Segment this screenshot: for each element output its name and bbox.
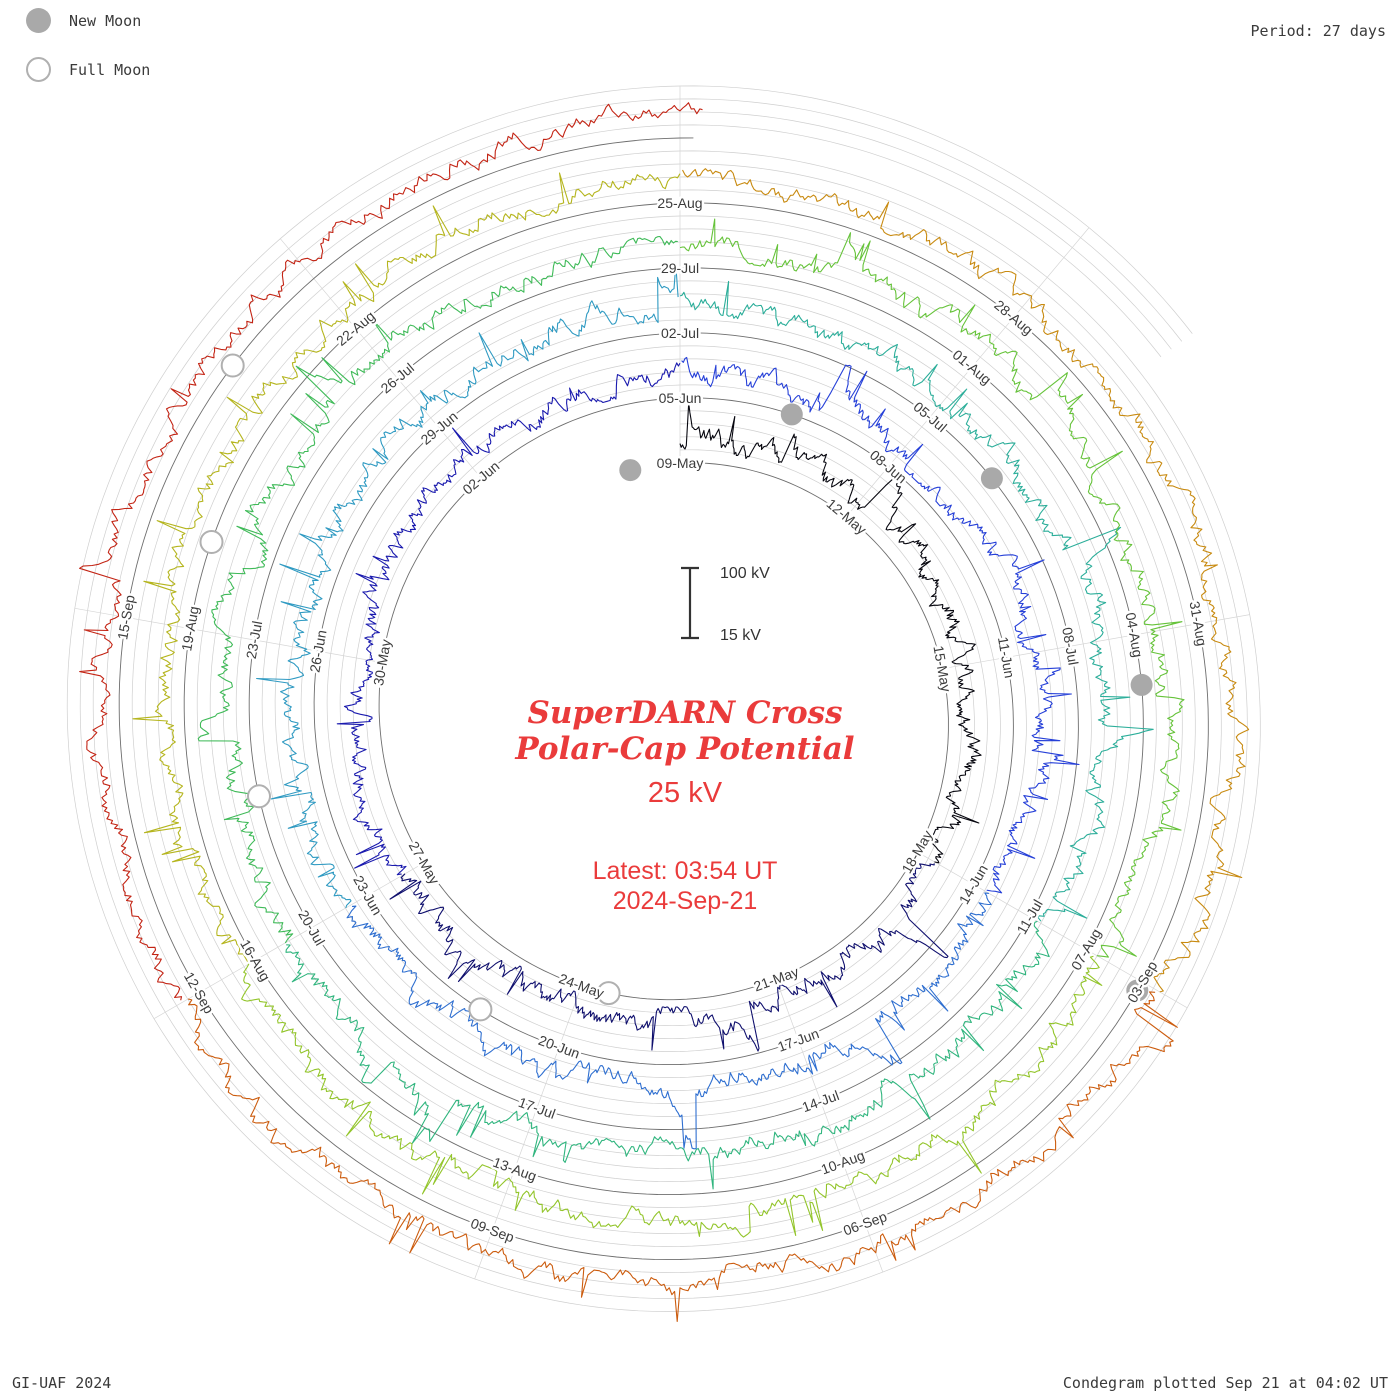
date-label: 12-Sep (181, 969, 218, 1016)
date-label: 30-May (370, 638, 394, 687)
trace-segment (682, 168, 1250, 993)
date-label: 11-Jul (1013, 897, 1045, 937)
full-moon-icon (26, 57, 51, 82)
date-label: 31-Aug (1187, 600, 1211, 647)
trace-segment (256, 264, 679, 909)
trace-segment (679, 218, 1185, 958)
date-label: 02-Jul (661, 325, 699, 341)
date-label: 14-Jul (800, 1087, 841, 1115)
chart-title-line1: SuperDARN Cross (527, 695, 843, 731)
date-label: 26-Jul (378, 360, 418, 397)
grid-spiral (79, 98, 1248, 1299)
latest-time: Latest: 03:54 UT (592, 857, 778, 886)
date-label: 20-Jul (295, 907, 328, 948)
trace-segment (389, 863, 949, 1052)
date-label: 15-May (930, 644, 954, 693)
date-label: 13-Aug (491, 1154, 539, 1184)
trace-segment (79, 102, 703, 1001)
date-label: 05-Jun (659, 390, 702, 406)
trace-segment (197, 235, 678, 944)
new-moon-marker (1130, 673, 1153, 696)
trace-segment (187, 991, 1178, 1323)
period-label: Period: 27 days (1250, 22, 1386, 40)
trace-segment (681, 356, 1080, 894)
date-label: 11-Jun (995, 635, 1018, 679)
date-label: 17-Jun (775, 1025, 821, 1055)
full-moon-marker (468, 997, 493, 1022)
date-label: 21-May (751, 963, 800, 994)
trace-segment (346, 892, 992, 1150)
date-label: 22-Aug (333, 308, 378, 349)
latest-readout: Latest: 03:54 UT 2024-Sep-21 (385, 856, 985, 916)
date-label: 04-Aug (1123, 611, 1147, 658)
date-label: 09-Sep (469, 1215, 517, 1246)
credit-label: GI-UAF 2024 (12, 1374, 112, 1392)
chart-title-line2: Polar-Cap Potential (515, 730, 855, 767)
full-moon-marker (247, 784, 271, 809)
trace-segment (241, 955, 1103, 1238)
trace-segment (132, 172, 681, 963)
date-label: 09-May (657, 455, 704, 471)
date-label: 16-Aug (237, 937, 273, 984)
date-label: 05-Jul (910, 398, 950, 435)
legend-full-moon: Full Moon (26, 57, 150, 82)
new-moon-icon (26, 8, 51, 33)
date-label: 07-Aug (1068, 926, 1104, 973)
date-label: 26-Jun (306, 629, 329, 674)
full-moon-marker (220, 353, 245, 378)
date-label: 29-Jun (418, 408, 461, 448)
latest-date: 2024-Sep-21 (612, 887, 758, 916)
date-label: 08-Jun (867, 447, 910, 487)
date-label: 17-Jul (516, 1094, 557, 1122)
full-moon-label: Full Moon (69, 60, 151, 79)
new-moon-label: New Moon (69, 11, 142, 30)
center-annotations: SuperDARN Cross Polar-Cap Potential 25 k… (385, 695, 985, 916)
date-label: 19-Aug (178, 605, 202, 652)
date-label: 20-Jun (536, 1032, 582, 1062)
plotted-time-label: Condegram plotted Sep 21 at 04:02 UT (1062, 1374, 1388, 1392)
full-moon-marker (596, 981, 621, 1006)
new-moon-marker (619, 459, 642, 482)
trace-segment (679, 402, 982, 864)
date-label: 25-Aug (657, 195, 702, 211)
trace-segment (285, 920, 1050, 1190)
chart-title: SuperDARN Cross Polar-Cap Potential (385, 695, 985, 767)
date-label: 02-Jun (459, 458, 502, 498)
legend-new-moon: New Moon (26, 8, 150, 33)
date-label: 01-Aug (950, 346, 995, 387)
scale-top-label: 100 kV (720, 565, 770, 582)
scale-bottom-label: 15 kV (720, 627, 761, 644)
baseline-spiral (118, 137, 1209, 1261)
current-value: 25 kV (647, 777, 723, 810)
trace-segment (336, 362, 681, 876)
new-moon-marker (980, 467, 1003, 490)
date-label: 24-May (557, 970, 606, 1001)
trace-segment (679, 280, 1154, 922)
date-label: 10-Aug (819, 1147, 867, 1177)
moon-legend: New Moon Full Moon (26, 8, 150, 106)
date-label: 23-Jul (243, 620, 265, 660)
new-moon-marker (1126, 979, 1149, 1002)
date-label: 08-Jul (1059, 626, 1081, 666)
full-moon-marker (199, 530, 224, 554)
date-label: 12-May (824, 495, 870, 537)
grid-spoke (846, 227, 1090, 517)
new-moon-marker (780, 403, 803, 426)
date-label: 28-Aug (991, 297, 1036, 338)
grid-spiral (66, 85, 1261, 1312)
date-label: 29-Jul (661, 260, 699, 276)
grid-spiral (105, 124, 1222, 1273)
date-label: 23-Jun (350, 873, 385, 918)
